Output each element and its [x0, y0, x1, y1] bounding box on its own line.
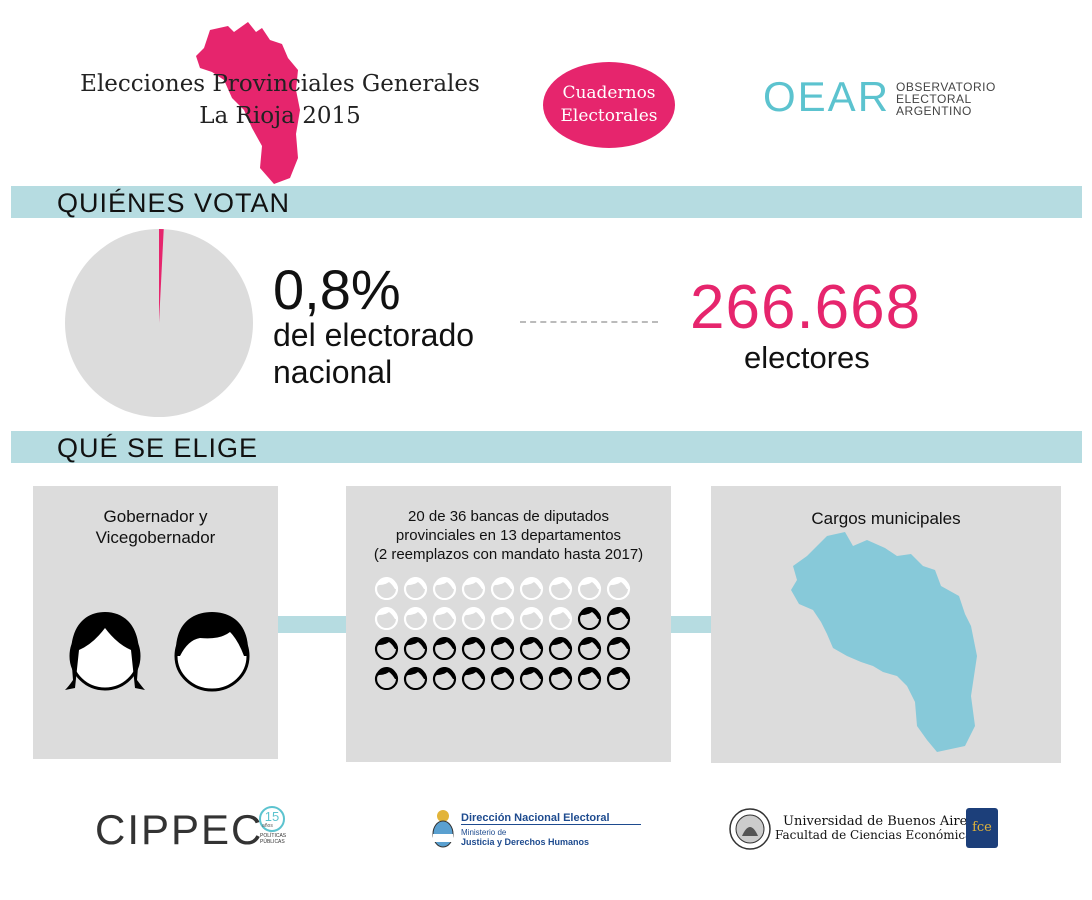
oear-line-3: ARGENTINO [896, 104, 972, 118]
seat-elected-icon [374, 637, 399, 660]
seat-elected-icon [577, 667, 602, 690]
section-title: QUIÉNES VOTAN [57, 188, 291, 218]
seats-grid [374, 576, 639, 696]
seat-kept-icon [374, 607, 399, 630]
seat-elected-icon [432, 667, 457, 690]
seat-kept-icon [403, 577, 428, 600]
seat-elected-icon [461, 667, 486, 690]
dashed-divider [520, 321, 658, 323]
cippec-15-badge: 15 años POLÍTICAS PÚBLICAS [258, 806, 288, 851]
seat-elected-icon [519, 637, 544, 660]
section-bar-que-se-elige: QUÉ SE ELIGE [11, 431, 1082, 463]
seat-kept-icon [606, 577, 631, 600]
seat-row [374, 666, 639, 690]
fce-text: fce [972, 820, 992, 835]
uba-line-2: Facultad de Ciencias Económicas [775, 828, 979, 842]
badge-number: 15 [264, 809, 280, 824]
seat-elected-icon [577, 607, 602, 630]
seat-kept-icon [548, 577, 573, 600]
seat-elected-icon [461, 637, 486, 660]
seat-elected-icon [606, 607, 631, 630]
title-line-2: La Rioja 2015 [199, 103, 361, 129]
dne-title: Dirección Nacional Electoral [461, 812, 641, 825]
cippec-logo: CIPPEC [95, 806, 264, 853]
la-rioja-map-icon [791, 532, 977, 752]
seat-kept-icon [548, 607, 573, 630]
seat-elected-icon [577, 637, 602, 660]
seat-elected-icon [548, 637, 573, 660]
oear-text: OBSERVATORIO ELECTORAL ARGENTINO [896, 81, 996, 117]
seat-elected-icon [548, 667, 573, 690]
seat-elected-icon [403, 667, 428, 690]
oear-line-1: OBSERVATORIO [896, 80, 996, 94]
share-label-line-1: del electorado [273, 317, 475, 353]
seat-elected-icon [374, 667, 399, 690]
seat-kept-icon [461, 607, 486, 630]
title-line-1: Elecciones Provinciales Generales [80, 71, 480, 97]
share-label-line-2: nacional [273, 354, 393, 390]
dne-line-1: Ministerio de [461, 828, 507, 837]
oear-line-2: ELECTORAL [896, 92, 972, 106]
section-title: QUÉ SE ELIGE [57, 433, 259, 463]
seat-kept-icon [490, 607, 515, 630]
electorate-share: 0,8% [273, 258, 401, 321]
executive-line-2: Vicegobernador [95, 528, 216, 547]
seat-kept-icon [490, 577, 515, 600]
legislature-line-2: provinciales en 13 departamentos [395, 527, 622, 544]
oear-logo: OEAR OBSERVATORIO ELECTORAL ARGENTINO [763, 76, 996, 118]
seat-kept-icon [403, 607, 428, 630]
connector [671, 616, 711, 633]
dne-line-2: Justicia y Derechos Humanos [461, 837, 590, 847]
seat-row [374, 606, 639, 630]
badge-line-2: Electorales [560, 106, 658, 126]
section-bar-quienes-votan: QUIÉNES VOTAN [11, 186, 1082, 218]
legislature-line-3: (2 reemplazos con mandato hasta 2017) [373, 546, 644, 563]
seat-kept-icon [461, 577, 486, 600]
seat-row [374, 636, 639, 660]
voters-label: electores [744, 340, 870, 375]
seat-elected-icon [490, 637, 515, 660]
seat-elected-icon [403, 637, 428, 660]
seat-row [374, 576, 639, 600]
fce-shield-icon: fce [966, 808, 998, 848]
municipal-title: Cargos municipales [811, 509, 961, 528]
badge-sub-2: POLÍTICAS [260, 833, 287, 839]
badge-line-1: Cuadernos [562, 83, 656, 103]
badge-sub-3: PÚBLICAS [260, 839, 285, 845]
connector [278, 616, 346, 633]
la-rioja-map-icon [196, 22, 300, 184]
male-face-icon [174, 612, 250, 692]
badge-sub: años [262, 823, 273, 829]
coat-of-arms-icon [432, 810, 454, 848]
uba-seal-icon [729, 808, 771, 850]
electorate-share-label: del electorado nacional [273, 317, 474, 391]
seat-elected-icon [432, 637, 457, 660]
municipal-box: Cargos municipales [711, 486, 1061, 763]
oear-mark: OEAR [763, 73, 891, 120]
cuadernos-electorales-badge: Cuadernos Electorales [543, 62, 675, 148]
electorate-pie-chart [65, 229, 253, 417]
seat-elected-icon [490, 667, 515, 690]
legislature-line-1: 20 de 36 bancas de diputados [408, 508, 609, 525]
seat-elected-icon [606, 637, 631, 660]
seat-elected-icon [519, 667, 544, 690]
seat-kept-icon [374, 577, 399, 600]
executive-title: Gobernador y Vicegobernador [33, 506, 278, 548]
legislature-title: 20 de 36 bancas de diputados provinciale… [346, 507, 671, 564]
seat-kept-icon [519, 577, 544, 600]
seat-kept-icon [432, 577, 457, 600]
page-title: Elecciones Provinciales Generales La Rio… [60, 68, 500, 132]
executive-box: Gobernador y Vicegobernador [33, 486, 278, 759]
seat-kept-icon [432, 607, 457, 630]
seat-elected-icon [606, 667, 631, 690]
uba-line-1: Universidad de Buenos Aires [783, 814, 974, 829]
pie-share-slice [159, 229, 164, 323]
badge-circle-icon [259, 806, 285, 832]
female-face-icon [65, 612, 145, 691]
seat-kept-icon [519, 607, 544, 630]
voters-count: 266.668 [690, 273, 922, 342]
seat-kept-icon [577, 577, 602, 600]
executive-line-1: Gobernador y [103, 507, 208, 526]
